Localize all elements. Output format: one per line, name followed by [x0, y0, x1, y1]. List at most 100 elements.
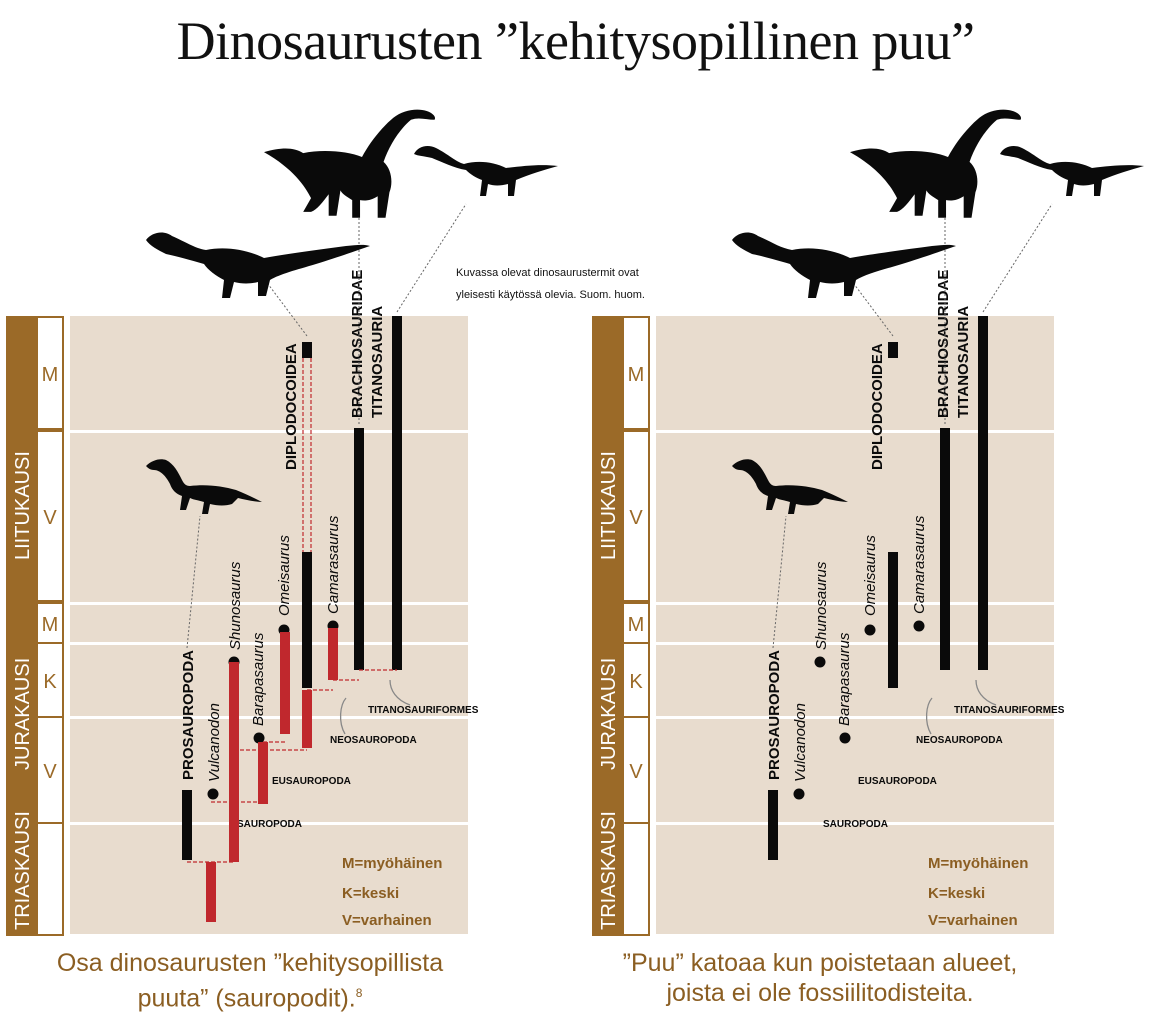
epoch-early-cretaceous-label: V — [629, 507, 643, 529]
sauropoda-label: SAUROPODA — [237, 819, 302, 830]
titanosauria-bar — [392, 316, 402, 670]
neosauropoda-arrow — [339, 697, 347, 735]
epoch-middle-jurassic-cell — [624, 644, 648, 716]
epoch-early-jurassic-cell — [38, 718, 62, 822]
time-divider — [70, 716, 468, 719]
period-triassic-label: TRIASKAUSI — [12, 811, 34, 930]
terminology-note: Kuvassa olevat dinosaurustermit ovat yle… — [456, 267, 645, 301]
camarasaurus-label: Camarasaurus — [911, 515, 928, 614]
vulcanodon-label: Vulcanodon — [206, 703, 223, 782]
eusauropoda-label: EUSAUROPODA — [272, 776, 351, 787]
shunosaurus-label: Shunosaurus — [813, 561, 830, 650]
titanosauria-leader — [396, 203, 467, 313]
vulcanodon-label: Vulcanodon — [792, 703, 809, 782]
omeisaurus-label: Omeisaurus — [276, 535, 293, 616]
epoch-early-jurassic-label: V — [43, 761, 57, 783]
titanosauria-bar — [978, 316, 988, 670]
prosauropoda-label: PROSAUROPODA — [180, 650, 197, 780]
camarasaurus-branch — [328, 628, 338, 680]
shunosaurus-label: Shunosaurus — [227, 561, 244, 650]
epoch-late-cretaceous-cell — [624, 318, 648, 428]
period-jurassic-label: JURAKAUSI — [12, 658, 34, 770]
ghost-connector — [307, 669, 397, 691]
neosauropoda-arrow — [925, 697, 933, 735]
time-panel — [656, 316, 1054, 934]
epoch-early-cretaceous-label: V — [43, 507, 57, 529]
left-caption: Osa dinosaurusten ”kehitysopillista puut… — [40, 948, 460, 1013]
vulcanodon-dot — [207, 788, 219, 800]
titanosaur-silhouette — [1000, 146, 1144, 196]
epoch-late-jurassic-label: M — [628, 614, 645, 636]
page-title: Dinosaurusten ”kehitysopillinen puu” — [176, 11, 975, 71]
diplodocoidea-bar — [888, 342, 898, 358]
titanosaur-silhouette — [414, 146, 558, 196]
period-jurassic-label: JURAKAUSI — [598, 658, 620, 770]
time-divider — [70, 602, 468, 605]
time-divider — [70, 430, 468, 433]
period-cretaceous-label: LIITUKAUSI — [12, 451, 34, 560]
shunosaurus-branch — [229, 662, 239, 862]
brachiosauridae-bar — [354, 428, 364, 670]
omeisaurus-bar — [888, 552, 898, 688]
diplodocoidea-ghost-lineage — [302, 358, 312, 552]
omeisaurus-bar — [302, 552, 312, 688]
epoch-late-cretaceous-cell — [38, 318, 62, 428]
right-diagram: M V M K V LIITUKAUSI JURAKAUSI TRIASKAUSI M=myöh… — [592, 109, 1144, 936]
legend-late: M=myöhäinen — [342, 855, 442, 872]
ghost-connector — [187, 741, 307, 863]
time-divider — [656, 822, 1054, 825]
legend-middle: K=keski — [928, 885, 985, 902]
prosauropoda-label: PROSAUROPODA — [766, 650, 783, 780]
time-divider — [656, 430, 1054, 433]
triassic-root-branch — [206, 862, 216, 922]
titanosauria-label: TITANOSAURIA — [955, 306, 972, 418]
legend-early: V=varhainen — [342, 912, 432, 929]
titanosauria-leader — [982, 203, 1053, 313]
barapasaurus-label: Barapasaurus — [250, 632, 267, 726]
time-divider — [70, 822, 468, 825]
diplodocoid-silhouette — [732, 232, 956, 298]
epoch-early-cretaceous-cell — [624, 432, 648, 600]
neosauropoda-label: NEOSAUROPODA — [330, 735, 417, 746]
omeisaurus-branch — [280, 632, 290, 734]
brachiosaur-silhouette — [850, 109, 1022, 218]
period-strip — [592, 316, 622, 936]
footnote-ref: 8 — [355, 986, 363, 1000]
epoch-middle-jurassic-cell — [38, 644, 62, 716]
omeisaurus-label: Omeisaurus — [862, 535, 879, 616]
diplodocoidea-bar — [302, 342, 312, 358]
titanosauria-label: TITANOSAURIA — [369, 306, 386, 418]
left-caption-text: Osa dinosaurusten ”kehitysopillista puut… — [56, 949, 444, 1013]
epoch-early-jurassic-label: V — [629, 761, 643, 783]
neosauropoda-label: NEOSAUROPODA — [916, 735, 1003, 746]
epoch-late-cretaceous-label: M — [42, 364, 59, 386]
time-divider — [656, 602, 1054, 605]
epoch-late-jurassic-label: M — [42, 614, 59, 636]
brachiosauridae-label: BRACHIOSAURIDAE — [349, 270, 366, 418]
titanosauriformes-label: TITANOSAURIFORMES — [368, 705, 479, 716]
barapasaurus-label: Barapasaurus — [836, 632, 853, 726]
titanosauriformes-arrow — [389, 679, 411, 706]
prosauropoda-bar — [768, 790, 778, 860]
epoch-late-jurassic-cell — [624, 604, 648, 642]
barapasaurus-dot — [253, 732, 265, 744]
legend-middle: K=keski — [342, 885, 399, 902]
eusauropoda-label: EUSAUROPODA — [858, 776, 937, 787]
vulcanodon-dot — [793, 788, 805, 800]
period-cretaceous-label: LIITUKAUSI — [598, 451, 620, 560]
legend-early: V=varhainen — [928, 912, 1018, 929]
epoch-late-jurassic-cell — [38, 604, 62, 642]
sauropoda-label: SAUROPODA — [823, 819, 888, 830]
time-panel — [70, 316, 468, 934]
prosauropoda-bar — [182, 790, 192, 860]
legend-late: M=myöhäinen — [928, 855, 1028, 872]
diplodocoidea-label: DIPLODOCOIDEA — [283, 343, 300, 470]
time-divider — [656, 642, 1054, 645]
camarasaurus-label: Camarasaurus — [325, 515, 342, 614]
epoch-late-cretaceous-label: M — [628, 364, 645, 386]
epoch-early-jurassic-cell — [624, 718, 648, 822]
epoch-middle-jurassic-label: K — [629, 671, 643, 693]
left-diagram: M V M K V LIITUKAUSI JURAKAUSI TRIASKAUSI M=myöh… — [6, 109, 558, 936]
time-divider — [70, 642, 468, 645]
barapasaurus-branch — [258, 742, 268, 804]
